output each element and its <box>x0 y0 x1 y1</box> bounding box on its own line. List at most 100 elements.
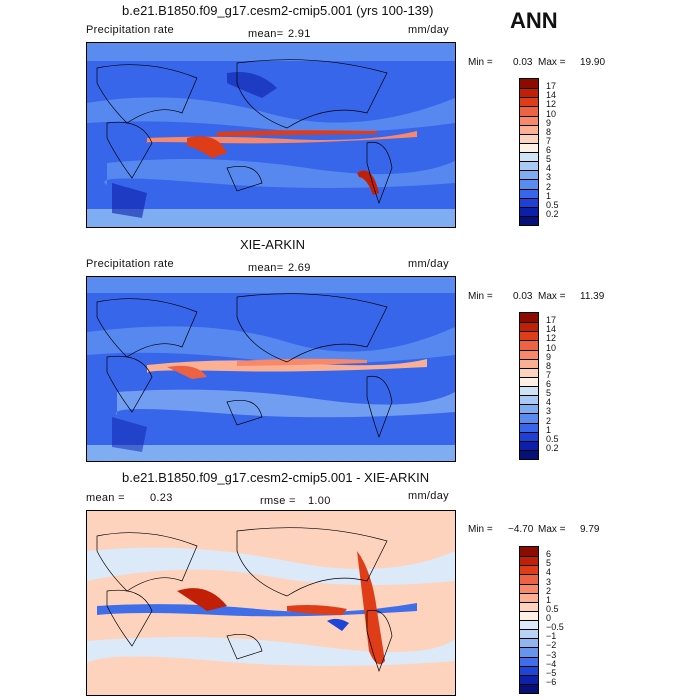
colorbar-tick-label: 1 <box>546 424 552 435</box>
colorbar-tick-label: 9 <box>546 117 552 128</box>
colorbar-swatch <box>520 656 538 666</box>
colorbar-swatch <box>520 404 538 414</box>
panel2-title: XIE-ARKIN <box>240 237 306 252</box>
colorbar-tick-label: 2 <box>546 181 552 192</box>
panel1-min-label: Min = <box>468 57 493 68</box>
panel1-precip-field <box>87 43 455 227</box>
panel2-colorbar <box>519 312 539 460</box>
panel2-mean-label: mean= <box>248 262 284 274</box>
panel2-map <box>86 276 456 462</box>
panel2-max-label: Max = <box>538 291 566 302</box>
panel1-colorbar <box>519 78 539 226</box>
colorbar-swatch <box>520 440 538 450</box>
panel1-max-value: 19.90 <box>580 57 606 68</box>
panel3-mean-value: 0.23 <box>150 492 173 504</box>
colorbar-swatch <box>520 583 538 593</box>
colorbar-swatch <box>520 592 538 602</box>
panel2-min-label: Min = <box>468 291 493 302</box>
colorbar-swatch <box>520 97 538 107</box>
colorbar-tick-label: 10 <box>546 108 557 119</box>
colorbar-swatch <box>520 88 538 98</box>
colorbar-swatch <box>520 556 538 566</box>
colorbar-tick-label: 7 <box>546 369 552 380</box>
colorbar-swatch <box>520 188 538 198</box>
panel2-mean-value: 2.69 <box>288 262 311 274</box>
colorbar-swatch <box>520 349 538 359</box>
colorbar-swatch <box>520 331 538 341</box>
panel3-min-label: Min = <box>468 524 493 535</box>
panel1-min-value: 0.03 <box>513 57 533 68</box>
colorbar-swatch <box>520 179 538 189</box>
colorbar-swatch <box>520 565 538 575</box>
colorbar-tick-label: −6 <box>546 676 557 687</box>
colorbar-tick-label: 4 <box>546 567 552 578</box>
colorbar-tick-label: 14 <box>546 324 557 335</box>
colorbar-swatch <box>520 133 538 143</box>
panel1-mean-value: 2.91 <box>288 28 311 40</box>
colorbar-swatch <box>520 313 538 323</box>
colorbar-tick-label: 1 <box>546 594 552 605</box>
colorbar-tick-label: 12 <box>546 99 557 110</box>
colorbar-swatch <box>520 115 538 125</box>
colorbar-swatch <box>520 422 538 432</box>
panel1-units: mm/day <box>408 24 449 36</box>
colorbar-tick-label: 17 <box>546 81 557 92</box>
colorbar-swatch <box>520 215 538 225</box>
panel3-max-value: 9.79 <box>580 524 600 535</box>
panel3-colorbar <box>519 546 539 694</box>
panel1-variable-label: Precipitation rate <box>86 24 174 36</box>
colorbar-swatch <box>520 674 538 684</box>
panel3-colorbar-labels: 6 5 4 3 2 1 0.5 0 −0.5 −1 −2 −3 −4 −5 −6 <box>546 546 586 694</box>
panel2-max-value: 11.39 <box>580 291 605 302</box>
panel1-title: b.e21.B1850.f09_g17.cesm2-cmip5.001 (yrs… <box>122 3 434 18</box>
colorbar-tick-label: 9 <box>546 351 552 362</box>
colorbar-tick-label: −0.5 <box>546 622 564 633</box>
colorbar-tick-label: 3 <box>546 406 552 417</box>
panel3-mean-label: mean = <box>86 492 125 504</box>
colorbar-swatch <box>520 170 538 180</box>
panel1-max-label: Max = <box>538 57 566 68</box>
colorbar-tick-label: −2 <box>546 640 557 651</box>
colorbar-tick-label: 1 <box>546 190 552 201</box>
colorbar-tick-label: 3 <box>546 576 552 587</box>
colorbar-swatch <box>520 665 538 675</box>
colorbar-swatch <box>520 395 538 405</box>
colorbar-tick-label: 6 <box>546 549 552 560</box>
colorbar-swatch <box>520 322 538 332</box>
colorbar-swatch <box>520 142 538 152</box>
colorbar-tick-label: −5 <box>546 667 557 678</box>
colorbar-swatch <box>520 610 538 620</box>
colorbar-swatch <box>520 367 538 377</box>
colorbar-tick-label: 5 <box>546 388 552 399</box>
colorbar-swatch <box>520 376 538 386</box>
colorbar-tick-label: 4 <box>546 397 552 408</box>
panel1-mean-label: mean= <box>248 28 284 40</box>
colorbar-tick-label: 0.5 <box>546 603 559 614</box>
panel3-rmse-value: 1.00 <box>308 495 331 507</box>
colorbar-tick-label: 6 <box>546 145 552 155</box>
colorbar-swatch <box>520 340 538 350</box>
colorbar-tick-label: 2 <box>546 415 552 426</box>
colorbar-swatch <box>520 197 538 207</box>
colorbar-tick-label: −4 <box>546 658 557 669</box>
colorbar-swatch <box>520 79 538 89</box>
colorbar-swatch <box>520 601 538 611</box>
colorbar-tick-label: 0.2 <box>546 442 559 453</box>
colorbar-swatch <box>520 413 538 423</box>
colorbar-tick-label: −1 <box>546 631 557 642</box>
colorbar-tick-label: 7 <box>546 135 552 146</box>
colorbar-tick-label: 8 <box>546 126 552 137</box>
colorbar-swatch <box>520 638 538 648</box>
colorbar-swatch <box>520 683 538 693</box>
panel3-map <box>86 510 456 696</box>
colorbar-swatch <box>520 124 538 134</box>
colorbar-swatch <box>520 161 538 171</box>
colorbar-swatch <box>520 431 538 441</box>
colorbar-tick-label: 2 <box>546 585 552 596</box>
colorbar-tick-label: 3 <box>546 172 552 183</box>
colorbar-tick-label: 12 <box>546 333 557 344</box>
panel2-precip-field <box>87 277 455 461</box>
panel2-units: mm/day <box>408 258 449 270</box>
colorbar-tick-label: 6 <box>546 379 552 389</box>
colorbar-swatch <box>520 647 538 657</box>
